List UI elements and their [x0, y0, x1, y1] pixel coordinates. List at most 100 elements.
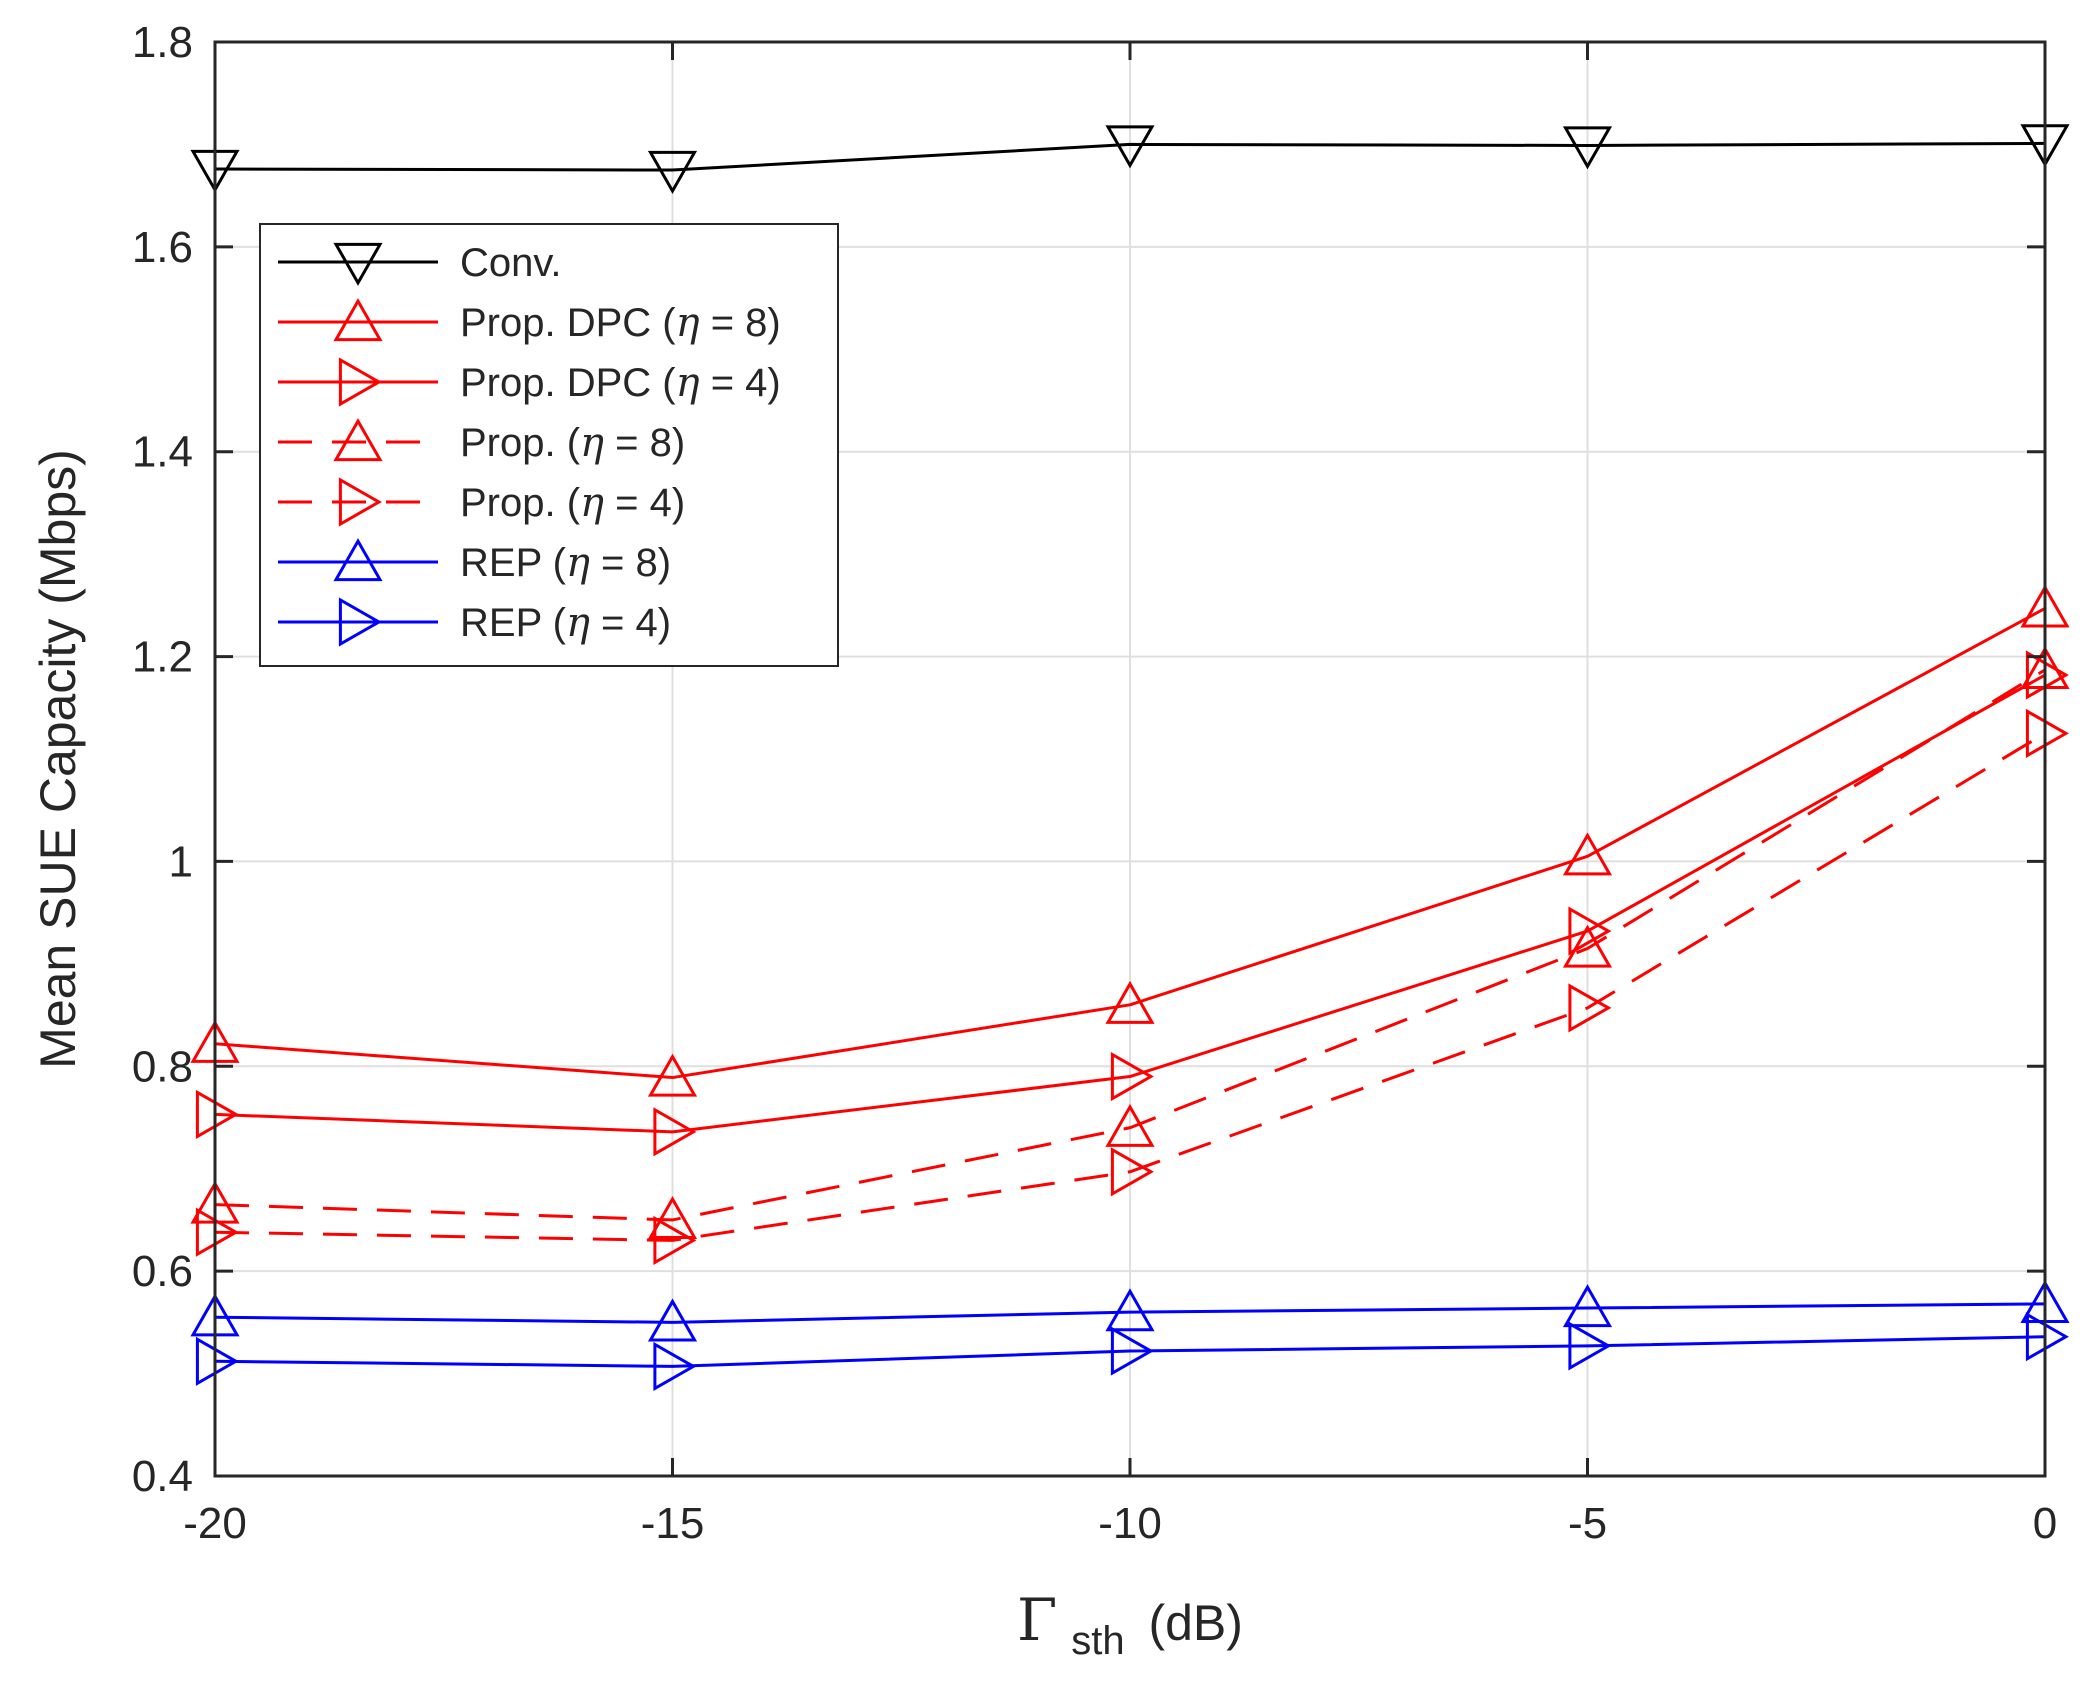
x-axis-label-symbol: Γ: [1017, 1586, 1057, 1654]
data-point: [2025, 708, 2069, 758]
data-point: [1562, 832, 1613, 876]
x-tick-label: -5: [1568, 1499, 1607, 1548]
series-4: [190, 645, 2070, 1240]
x-tick-label: -10: [1098, 1499, 1162, 1548]
legend-label-value: = 8): [590, 541, 671, 585]
legend-label-text: Prop. DPC (: [460, 361, 676, 405]
series-7: [195, 1312, 2069, 1391]
y-tick-label: 1.6: [132, 223, 193, 272]
y-tick-label: 1.4: [132, 428, 193, 477]
legend-item: REP (η = 4): [278, 597, 671, 647]
legend-label: REP (η = 8): [460, 540, 671, 586]
legend-label: Prop. (η = 4): [460, 480, 685, 526]
data-point: [1110, 1147, 1154, 1197]
data-point: [1562, 126, 1613, 170]
legend-label-eta: η: [580, 480, 604, 526]
x-tick-label: 0: [2033, 1499, 2057, 1548]
data-point: [195, 1207, 239, 1257]
legend-item: Conv.: [278, 241, 562, 286]
legend-item: Prop. (η = 8): [278, 418, 685, 466]
legend-label-eta: η: [566, 540, 590, 586]
legend-marker: [333, 242, 383, 286]
y-tick-label: 1.2: [132, 633, 193, 682]
legend: Conv.Prop. DPC (η = 8)Prop. DPC (η = 4)P…: [259, 223, 839, 667]
legend-label-value: = 4): [590, 601, 671, 645]
y-tick-label: 0.8: [132, 1042, 193, 1091]
data-point: [1568, 906, 1612, 956]
y-tick-label: 0.6: [132, 1247, 193, 1296]
legend-label-value: = 4): [700, 361, 781, 405]
data-point: [1110, 1326, 1154, 1376]
axis-ticks: -20 -15 -10 -5 0 0.4 0.6 0.8 1 1.2 1.4 1.6 1.8: [132, 18, 2057, 1548]
data-point: [1105, 1288, 1155, 1332]
x-tick-label: -15: [641, 1499, 705, 1548]
legend-label-eta: η: [676, 300, 700, 346]
data-point: [653, 1215, 697, 1265]
legend-marker: [333, 418, 383, 462]
x-tick-label: -20: [183, 1499, 247, 1548]
data-point: [1110, 1051, 1154, 1102]
series-line: [214, 141, 2046, 172]
legend-label-text: REP (: [460, 601, 567, 645]
legend-label: Conv.: [460, 241, 562, 285]
series-line: [214, 673, 2046, 1134]
data-point: [1105, 125, 1155, 169]
legend-item: Prop. (η = 4): [278, 477, 685, 527]
data-point: [1105, 980, 1155, 1024]
legend-label: Prop. (η = 8): [460, 420, 685, 466]
data-point: [647, 150, 698, 194]
legend-box: [259, 223, 839, 667]
y-tick-label: 1: [169, 837, 193, 886]
legend-marker: [333, 538, 383, 582]
legend-marker: [338, 357, 382, 407]
data-point: [2025, 1312, 2069, 1362]
data-point: [653, 1107, 697, 1157]
legend-label-eta: η: [566, 600, 590, 646]
legend-marker: [333, 298, 383, 342]
legend-item: REP (η = 8): [278, 538, 671, 586]
series-line: [214, 668, 2046, 1222]
legend-marker: [338, 597, 382, 647]
legend-label-text: Prop. (: [460, 421, 581, 465]
data-point: [1562, 924, 1613, 968]
series-line: [214, 732, 2046, 1242]
series-group: [190, 124, 2070, 1391]
data-point: [1568, 983, 1612, 1033]
legend-item: Prop. DPC (η = 8): [278, 298, 781, 346]
x-axis-label: Γ sth (dB): [1017, 1586, 1243, 1665]
data-point: [195, 1336, 239, 1386]
series-5: [195, 708, 2069, 1265]
series-line: [214, 1335, 2046, 1368]
legend-label-value: = 8): [604, 421, 685, 465]
series-line: [214, 607, 2046, 1080]
data-point: [653, 1341, 697, 1391]
y-tick-label: 0.4: [132, 1452, 193, 1501]
data-point: [1568, 1321, 1612, 1371]
legend-label-text: REP (: [460, 541, 567, 585]
data-point: [647, 1053, 698, 1097]
legend-label-eta: η: [580, 420, 604, 466]
legend-label-text: Prop. DPC (: [460, 301, 676, 345]
x-axis-label-subscript: sth: [1071, 1619, 1124, 1663]
legend-label: Prop. DPC (η = 4): [460, 360, 781, 406]
legend-label-text: Prop. (: [460, 481, 581, 525]
legend-label-value: = 8): [700, 301, 781, 345]
data-point: [1562, 1284, 1613, 1328]
data-point: [647, 1298, 698, 1342]
y-tick-label: 1.8: [132, 18, 193, 67]
series-3: [195, 650, 2069, 1157]
series-line: [214, 1302, 2046, 1324]
data-point: [195, 1089, 239, 1140]
legend-marker: [338, 477, 382, 527]
legend-item: Prop. DPC (η = 4): [278, 357, 781, 407]
legend-label-text: Conv.: [460, 241, 562, 285]
legend-label: Prop. DPC (η = 8): [460, 300, 781, 346]
legend-label-value: = 4): [604, 481, 685, 525]
x-axis-label-unit: (dB): [1148, 1595, 1242, 1651]
data-point: [1105, 1103, 1155, 1147]
data-point: [647, 1196, 698, 1240]
y-axis-label: Mean SUE Capacity (Mbps): [30, 449, 86, 1069]
legend-label: REP (η = 4): [460, 600, 671, 646]
